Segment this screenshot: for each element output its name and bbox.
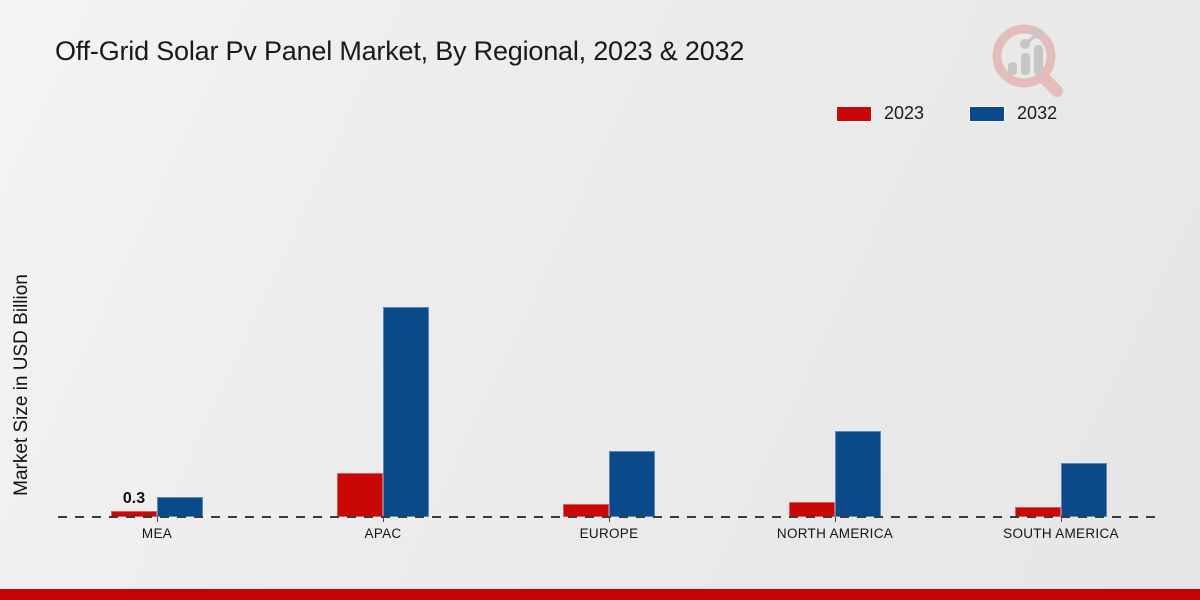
footer-accent-bar: [0, 589, 1200, 600]
page-title: Off-Grid Solar Pv Panel Market, By Regio…: [55, 36, 745, 66]
x-axis-label-mea: MEA: [141, 526, 173, 541]
bar-2023-north-america: [789, 502, 835, 517]
bar-2032-north-america: [835, 431, 881, 517]
magnifier-bar-chart-logo-icon: [992, 24, 1063, 97]
x-axis-tick-apac: [383, 517, 384, 522]
bar-value-label-mea-2023: 0.3: [122, 490, 146, 507]
y-axis-title: Market Size in USD Billion: [11, 274, 32, 496]
bar-2023-apac: [337, 473, 383, 517]
legend-item-2023: 2023: [837, 103, 924, 124]
bar-2032-europe: [609, 451, 655, 517]
bar-2032-apac: [383, 307, 429, 517]
x-axis-tick-north-america: [835, 517, 836, 522]
legend-label-2032: 2032: [1017, 103, 1058, 123]
x-axis-tick-south-america: [1061, 517, 1062, 522]
plot-area: MEA APAC EUROPE NORTH AMERICA SOUTH AMERICA 0…: [58, 0, 1158, 541]
x-axis-label-south-america: SOUTH AMERICA: [1003, 526, 1119, 541]
legend: 2023 2032: [837, 103, 1057, 124]
x-axis-label-north-america: NORTH AMERICA: [776, 526, 894, 541]
x-axis-label-europe: EUROPE: [579, 526, 639, 541]
x-axis-tick-mea: [157, 517, 158, 522]
legend-swatch-2032: [970, 106, 1005, 121]
bar-2032-south-america: [1061, 463, 1107, 517]
legend-label-2023: 2023: [884, 103, 925, 123]
x-axis-label-apac: APAC: [364, 526, 402, 541]
legend-swatch-2023: [837, 106, 871, 121]
x-axis-baseline: [58, 516, 1158, 518]
x-axis-tick-europe: [609, 517, 610, 522]
legend-item-2032: 2032: [970, 103, 1057, 124]
